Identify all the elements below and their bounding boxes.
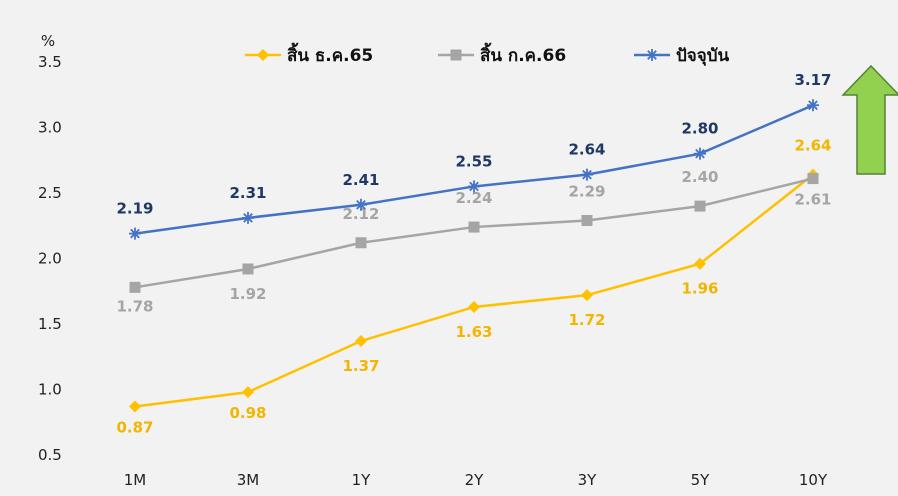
data-label-1: 1.78 xyxy=(116,297,153,315)
data-point-2 xyxy=(129,227,141,240)
x-tick-label: 1M xyxy=(124,471,147,489)
x-tick-label: 10Y xyxy=(799,471,828,489)
legend-label-1: สิ้น ก.ค.66 xyxy=(480,42,566,66)
y-tick-label: 0.5 xyxy=(38,446,62,464)
data-label-2: 3.17 xyxy=(794,71,831,89)
data-point-1 xyxy=(581,215,593,227)
data-label-2: 2.64 xyxy=(568,141,605,159)
data-label-1: 2.29 xyxy=(568,183,605,201)
data-point-2 xyxy=(468,180,480,193)
y-tick-label: 2.0 xyxy=(38,250,62,268)
x-tick-label: 3M xyxy=(237,471,260,489)
data-point-2 xyxy=(242,211,254,224)
data-label-1: 2.40 xyxy=(681,168,718,186)
legend-marker-0 xyxy=(257,49,269,61)
data-point-1 xyxy=(355,237,367,249)
data-point-0 xyxy=(242,386,254,399)
y-tick-label: 3.0 xyxy=(38,119,62,137)
data-label-1: 2.12 xyxy=(342,205,379,223)
data-label-0: 1.37 xyxy=(342,357,379,375)
data-label-2: 2.31 xyxy=(229,184,266,202)
data-point-0 xyxy=(355,335,367,348)
y-tick-label: 1.0 xyxy=(38,381,62,399)
y-unit-label: % xyxy=(41,32,55,50)
legend-label-2: ปัจจุบัน xyxy=(676,46,730,66)
legend-label-0: สิ้น ธ.ค.65 xyxy=(287,42,373,66)
up-arrow-icon xyxy=(841,64,898,175)
data-point-0 xyxy=(129,400,141,413)
data-point-1 xyxy=(807,173,819,185)
data-label-2: 2.19 xyxy=(116,200,153,218)
data-point-2 xyxy=(807,99,819,112)
data-point-0 xyxy=(468,300,480,313)
data-label-2: 2.80 xyxy=(681,120,718,138)
data-point-2 xyxy=(581,168,593,181)
data-point-1 xyxy=(129,281,141,293)
data-point-2 xyxy=(355,198,367,211)
legend-marker-2 xyxy=(646,49,658,61)
x-tick-label: 2Y xyxy=(465,471,485,489)
data-point-1 xyxy=(242,263,254,275)
x-tick-label: 3Y xyxy=(578,471,598,489)
data-point-1 xyxy=(694,200,706,212)
legend-marker-1 xyxy=(450,49,462,61)
y-tick-label: 2.5 xyxy=(38,184,62,202)
data-label-0: 1.96 xyxy=(681,280,718,298)
data-label-0: 0.87 xyxy=(116,419,153,437)
data-label-1: 1.92 xyxy=(229,285,266,303)
data-label-0: 1.63 xyxy=(455,323,492,341)
data-label-0: 1.72 xyxy=(568,311,605,329)
x-tick-label: 5Y xyxy=(691,471,711,489)
y-tick-label: 1.5 xyxy=(38,315,62,333)
x-tick-label: 1Y xyxy=(352,471,372,489)
y-tick-label: 3.5 xyxy=(38,53,62,71)
data-label-2: 2.41 xyxy=(342,171,379,189)
data-point-0 xyxy=(694,257,706,270)
data-point-1 xyxy=(468,221,480,233)
data-label-1: 2.24 xyxy=(455,189,492,207)
data-label-2: 2.55 xyxy=(455,152,492,170)
data-label-1: 2.61 xyxy=(794,191,831,209)
data-label-0: 2.64 xyxy=(794,137,831,155)
data-label-0: 0.98 xyxy=(229,404,266,422)
data-point-0 xyxy=(581,289,593,302)
data-point-2 xyxy=(694,147,706,160)
